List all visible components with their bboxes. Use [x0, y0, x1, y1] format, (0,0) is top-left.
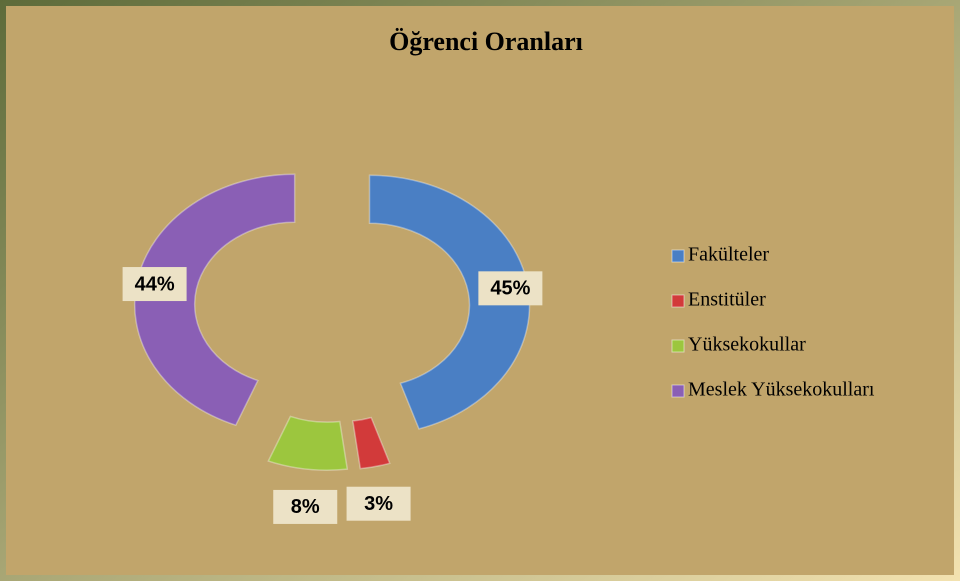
data-label: 45%: [490, 278, 530, 300]
legend-label: Enstitüler: [688, 289, 766, 311]
slice: [351, 416, 391, 470]
label-box: [346, 486, 411, 521]
label-box: [273, 489, 338, 524]
legend-swatch: [671, 384, 685, 398]
label-box: [122, 267, 187, 302]
legend-label: Meslek Yüksekokulları: [688, 379, 875, 401]
data-label: 8%: [291, 496, 320, 518]
legend-swatch: [671, 294, 685, 308]
slice: [267, 415, 349, 471]
legend-label: Fakülteler: [688, 244, 769, 266]
label-box: [478, 271, 543, 306]
legend-swatch: [671, 339, 685, 353]
legend-swatch: [671, 249, 685, 263]
data-label: 44%: [135, 273, 175, 295]
chart-title: Öğrenci Oranları: [389, 27, 583, 56]
legend-label: Yüksekokullar: [688, 334, 806, 356]
slice: [368, 174, 531, 430]
data-label: 3%: [364, 493, 393, 515]
slice: [133, 173, 296, 427]
